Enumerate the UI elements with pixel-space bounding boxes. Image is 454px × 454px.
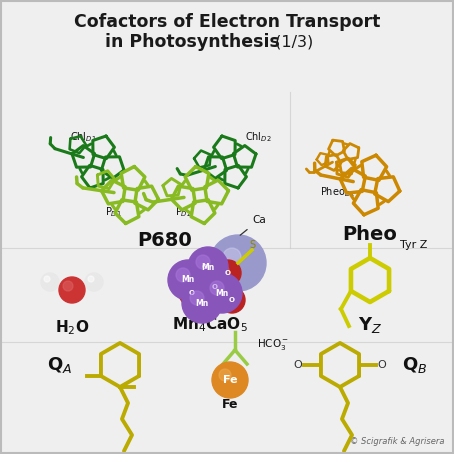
Text: O: O (294, 360, 302, 370)
Text: Chl$_{D2}$: Chl$_{D2}$ (245, 130, 271, 144)
Circle shape (208, 280, 216, 288)
Text: Ca: Ca (240, 215, 266, 235)
Text: O: O (212, 284, 218, 290)
Circle shape (44, 276, 50, 282)
Circle shape (196, 255, 210, 269)
Text: O: O (229, 297, 235, 303)
Text: S: S (249, 240, 255, 250)
Text: O: O (378, 360, 386, 370)
Circle shape (219, 287, 245, 313)
Circle shape (182, 283, 222, 323)
Circle shape (85, 273, 103, 291)
Text: Mn: Mn (182, 276, 195, 285)
Text: P680: P680 (138, 231, 192, 250)
Text: Pheo: Pheo (343, 226, 397, 245)
Text: (1/3): (1/3) (270, 35, 313, 49)
Text: in Photosynthesis: in Photosynthesis (104, 33, 280, 51)
Text: O: O (202, 264, 208, 270)
Text: Fe: Fe (223, 375, 237, 385)
Circle shape (176, 268, 190, 282)
Text: Mn: Mn (195, 298, 209, 307)
Circle shape (202, 273, 242, 313)
Text: Fe: Fe (222, 399, 238, 411)
Text: © Scigrafik & Agrisera: © Scigrafik & Agrisera (350, 438, 445, 446)
Text: P$_{D2}$: P$_{D2}$ (175, 205, 192, 219)
Circle shape (168, 260, 208, 300)
Circle shape (188, 247, 228, 287)
Text: Pheo$_{D1}$: Pheo$_{D1}$ (320, 185, 355, 199)
Circle shape (223, 248, 241, 266)
Circle shape (210, 235, 266, 291)
Text: O: O (189, 290, 195, 296)
Text: Q$_B$: Q$_B$ (402, 355, 428, 375)
Circle shape (215, 260, 241, 286)
Circle shape (63, 281, 73, 291)
Circle shape (212, 362, 248, 398)
Text: Mn$_4$CaO$_5$: Mn$_4$CaO$_5$ (172, 316, 248, 334)
Circle shape (190, 291, 204, 305)
Circle shape (225, 293, 233, 301)
Circle shape (88, 276, 94, 282)
Circle shape (185, 286, 193, 294)
Text: Tyr Z: Tyr Z (400, 240, 427, 250)
Text: Chl$_{D1}$: Chl$_{D1}$ (70, 130, 97, 144)
Circle shape (198, 260, 206, 268)
Circle shape (219, 369, 231, 381)
Text: Cofactors of Electron Transport: Cofactors of Electron Transport (74, 13, 380, 31)
Text: H$_2$O: H$_2$O (55, 319, 89, 337)
Circle shape (41, 273, 59, 291)
Text: Q$_A$: Q$_A$ (47, 355, 73, 375)
Circle shape (179, 280, 205, 306)
Circle shape (221, 266, 229, 274)
Circle shape (202, 274, 228, 300)
Text: O: O (225, 270, 231, 276)
Text: Y$_Z$: Y$_Z$ (358, 315, 382, 335)
Text: P$_{D1}$: P$_{D1}$ (105, 205, 122, 219)
Text: Mn: Mn (215, 288, 229, 297)
Circle shape (210, 281, 224, 295)
Text: Mn: Mn (202, 262, 215, 271)
Circle shape (59, 277, 85, 303)
Text: HCO$_3^-$: HCO$_3^-$ (257, 337, 289, 352)
Circle shape (192, 254, 218, 280)
